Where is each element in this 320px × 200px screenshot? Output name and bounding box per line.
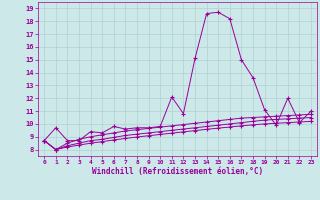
X-axis label: Windchill (Refroidissement éolien,°C): Windchill (Refroidissement éolien,°C) [92, 167, 263, 176]
